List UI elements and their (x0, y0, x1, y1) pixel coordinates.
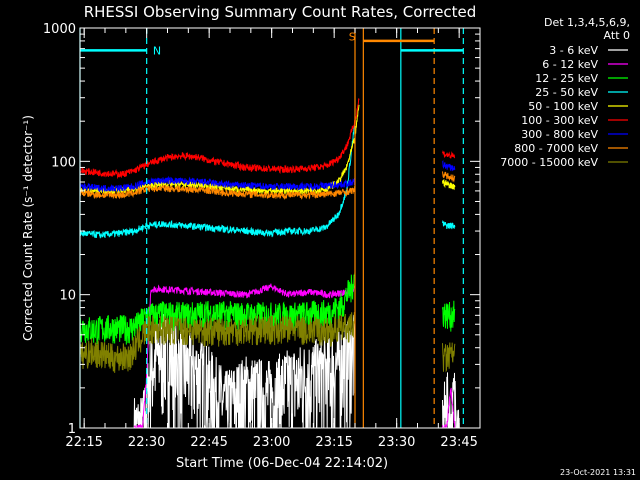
series-4 (80, 104, 456, 197)
legend-entry-label: 25 - 50 keV (535, 86, 598, 99)
series-1 (133, 283, 456, 428)
series-line-segment (442, 159, 456, 172)
annotation-layer: NS (79, 28, 464, 428)
y-tick-label: 1000 (43, 22, 76, 37)
series-line (80, 183, 356, 200)
legend-header: Det 1,3,4,5,6,9, (544, 16, 630, 29)
series-line-segment (442, 372, 460, 428)
legend-entry-label: 3 - 6 keV (549, 44, 598, 57)
x-tick-label: 22:30 (128, 435, 165, 450)
legend-entry-label: 800 - 7000 keV (514, 142, 598, 155)
y-tick-label: 10 (59, 289, 76, 304)
series-7 (80, 171, 456, 200)
series-line (80, 271, 356, 345)
series-line-segment (442, 171, 456, 183)
x-axis-label: Start Time (06-Dec-04 22:14:02) (176, 456, 388, 471)
x-tick-label: 22:45 (190, 435, 227, 450)
legend-entry-label: 100 - 300 keV (521, 114, 598, 127)
x-tick-label: 23:15 (315, 435, 352, 450)
annotation-label: S (349, 31, 356, 44)
x-tick-label: 23:45 (440, 435, 477, 450)
series-line (80, 104, 360, 197)
series-line (80, 312, 356, 373)
annotation-label: N (153, 44, 161, 57)
series-line-segment (442, 150, 456, 159)
series-3 (80, 121, 456, 239)
y-axis: 1 10 100 1000 (43, 22, 480, 437)
series-8 (80, 312, 456, 373)
series-2 (80, 271, 456, 345)
series-line-segment (442, 300, 456, 332)
x-tick-label: 23:30 (378, 435, 415, 450)
series-line-segment (442, 342, 456, 373)
legend-entry-label: 12 - 25 keV (535, 72, 598, 85)
legend-entry-label: 7000 - 15000 keV (500, 156, 598, 169)
series-line-segment (442, 387, 456, 428)
series-line (80, 175, 356, 193)
series-line-segment (442, 178, 456, 191)
series-line-segment (442, 220, 456, 230)
series-layer (80, 98, 460, 428)
y-tick-label: 1 (68, 422, 76, 437)
legend-entry-label: 6 - 12 keV (542, 58, 598, 71)
series-5 (80, 98, 456, 180)
legend-header: Att 0 (604, 29, 630, 42)
series-6 (80, 159, 456, 193)
series-line (133, 283, 356, 428)
chart-title: RHESSI Observing Summary Count Rates, Co… (84, 3, 477, 21)
y-tick-label: 100 (51, 155, 76, 170)
x-tick-label: 23:00 (253, 435, 290, 450)
series-line (133, 314, 356, 428)
legend-entry-label: 300 - 800 keV (521, 128, 598, 141)
timestamp: 23-Oct-2021 13:31 (560, 468, 636, 477)
series-line (80, 121, 356, 239)
x-tick-label: 22:15 (65, 435, 102, 450)
x-axis: 22:15 22:30 22:45 23:00 23:15 23:30 23:45 (65, 28, 481, 450)
plot-frame (79, 27, 481, 429)
y-axis-label: Corrected Count Rate (s⁻¹ detector⁻¹) (21, 115, 35, 341)
series-line (80, 98, 360, 180)
legend-entry-label: 50 - 100 keV (528, 100, 598, 113)
